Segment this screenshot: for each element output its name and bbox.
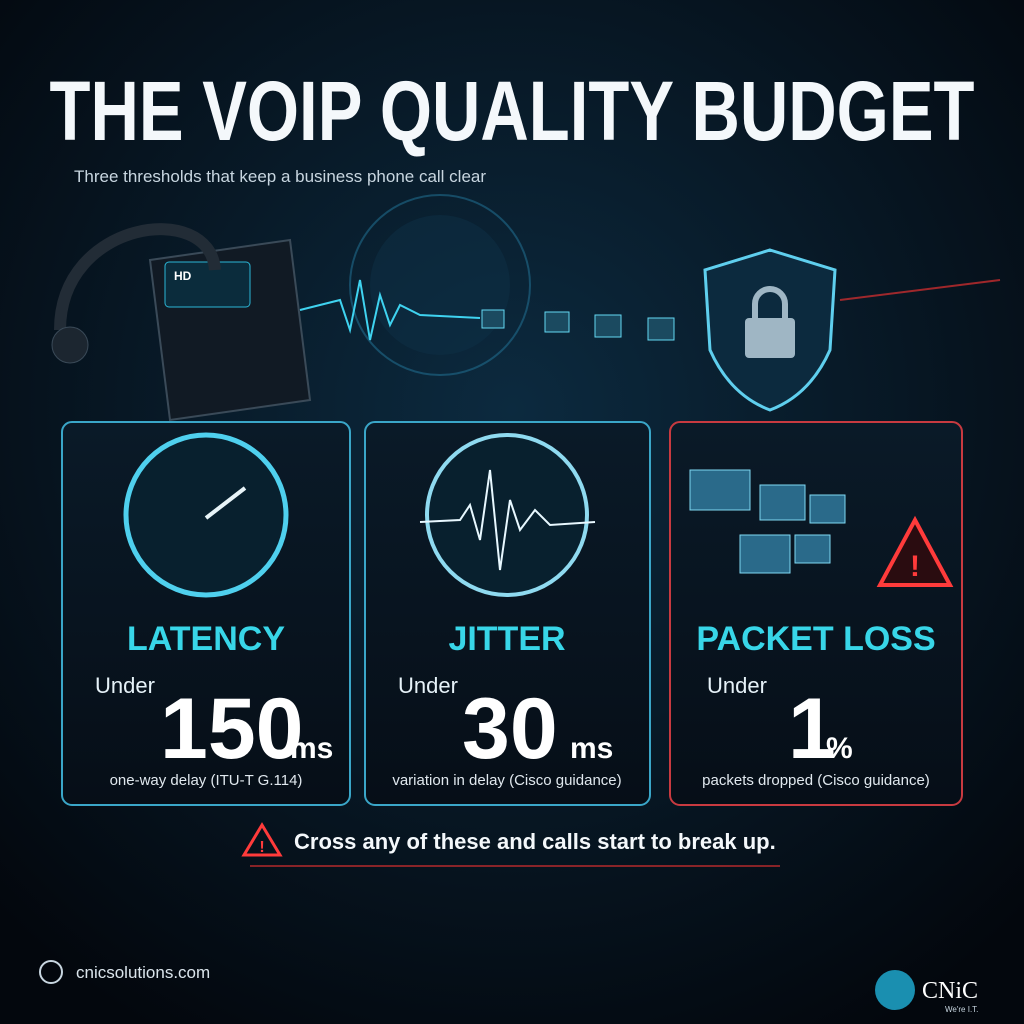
card-title: LATENCY bbox=[127, 620, 285, 658]
card-prefix: Under bbox=[707, 673, 767, 698]
logo: CNiC bbox=[922, 978, 978, 1004]
card-caption: one-way delay (ITU-T G.114) bbox=[110, 772, 303, 789]
card-frame bbox=[669, 421, 963, 806]
card-title: JITTER bbox=[448, 620, 565, 658]
warning-text: Cross any of these and calls start to br… bbox=[294, 829, 776, 854]
card-caption: variation in delay (Cisco guidance) bbox=[392, 772, 621, 789]
logo-mark bbox=[875, 970, 915, 1010]
warning-mark: ! bbox=[259, 839, 264, 856]
card: ! PACKET LOSS Under 1 % packets dropped … bbox=[669, 421, 963, 806]
tagline: We're I.T. bbox=[945, 1005, 978, 1014]
website: cnicsolutions.com bbox=[76, 963, 210, 982]
card-prefix: Under bbox=[398, 673, 458, 698]
card: LATENCY Under 150 ms one-way delay (ITU-… bbox=[61, 421, 351, 806]
hero-illustration: HD bbox=[51, 194, 1001, 422]
warning-icon bbox=[876, 515, 954, 587]
card-unit: % bbox=[826, 732, 853, 765]
card-value: 150 bbox=[160, 681, 304, 777]
card-prefix: Under bbox=[95, 673, 155, 698]
card-unit: ms bbox=[570, 732, 613, 765]
card-caption: packets dropped (Cisco guidance) bbox=[702, 772, 930, 789]
card-value: 30 bbox=[462, 681, 558, 777]
subtitle: Three thresholds that keep a business ph… bbox=[74, 167, 486, 186]
waveform bbox=[419, 469, 596, 571]
title: THE VOIP QUALITY BUDGET bbox=[50, 64, 975, 158]
warning-mark: ! bbox=[910, 550, 920, 583]
gauge-icon bbox=[123, 432, 289, 598]
warning-icon bbox=[241, 822, 283, 857]
phone-screen-label: HD bbox=[174, 269, 192, 283]
card-value: 1 bbox=[788, 681, 836, 777]
card-unit: ms bbox=[290, 732, 333, 765]
card: JITTER Under 30 ms variation in delay (C… bbox=[364, 421, 651, 806]
globe-icon bbox=[39, 960, 63, 984]
card-title: PACKET LOSS bbox=[696, 620, 935, 658]
packets-icon bbox=[689, 469, 846, 574]
gauge-needle bbox=[204, 486, 247, 520]
